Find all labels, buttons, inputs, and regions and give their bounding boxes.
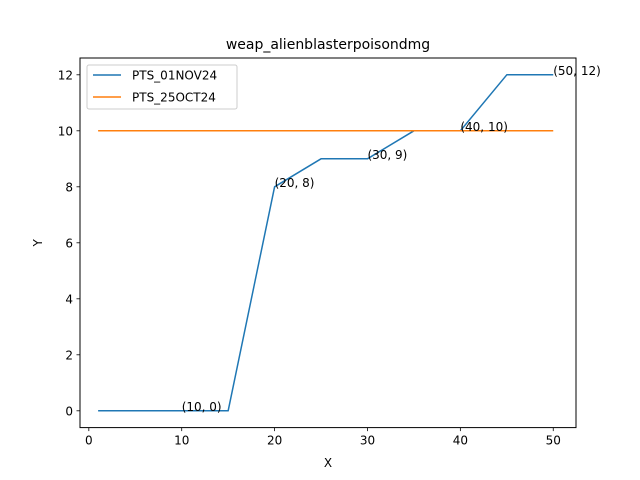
y-tick-label: 0 — [65, 404, 73, 418]
series-line-pts-01nov24 — [98, 74, 554, 412]
x-tick-label: 40 — [453, 434, 468, 448]
annotation-layer: (10, 0) (20, 8) (30, 9) (40, 10) (50, 12) — [182, 64, 601, 414]
y-tick-label: 2 — [65, 348, 73, 362]
legend-label-pts-01nov24: PTS_01NOV24 — [132, 69, 217, 83]
x-tick-label: 10 — [174, 434, 189, 448]
y-tick-label: 8 — [65, 180, 73, 194]
y-tick-label: 10 — [58, 124, 73, 138]
y-tick-label: 6 — [65, 236, 73, 250]
point-annotation: (40, 10) — [460, 120, 508, 134]
y-tick-label: 4 — [65, 292, 73, 306]
x-tick-label: 30 — [360, 434, 375, 448]
x-axis-ticks: 0 10 20 30 40 50 — [85, 427, 561, 448]
y-axis-ticks: 0 2 4 6 8 10 12 — [58, 68, 80, 418]
point-annotation: (10, 0) — [182, 400, 222, 414]
legend: PTS_01NOV24 PTS_25OCT24 — [86, 64, 238, 110]
y-axis-label: Y — [31, 238, 45, 247]
x-tick-label: 50 — [546, 434, 561, 448]
plot-frame — [79, 57, 577, 429]
x-tick-label: 0 — [85, 434, 93, 448]
point-annotation: (30, 9) — [367, 148, 407, 162]
legend-label-pts-25oct24: PTS_25OCT24 — [132, 91, 216, 105]
legend-box — [86, 64, 238, 110]
x-tick-label: 20 — [267, 434, 282, 448]
point-annotation: (50, 12) — [553, 64, 601, 78]
chart-title: weap_alienblasterpoisondmg — [226, 37, 430, 53]
x-axis-label: X — [324, 456, 332, 470]
point-annotation: (20, 8) — [275, 176, 315, 190]
y-tick-label: 12 — [58, 68, 73, 82]
series-layer — [98, 74, 554, 412]
